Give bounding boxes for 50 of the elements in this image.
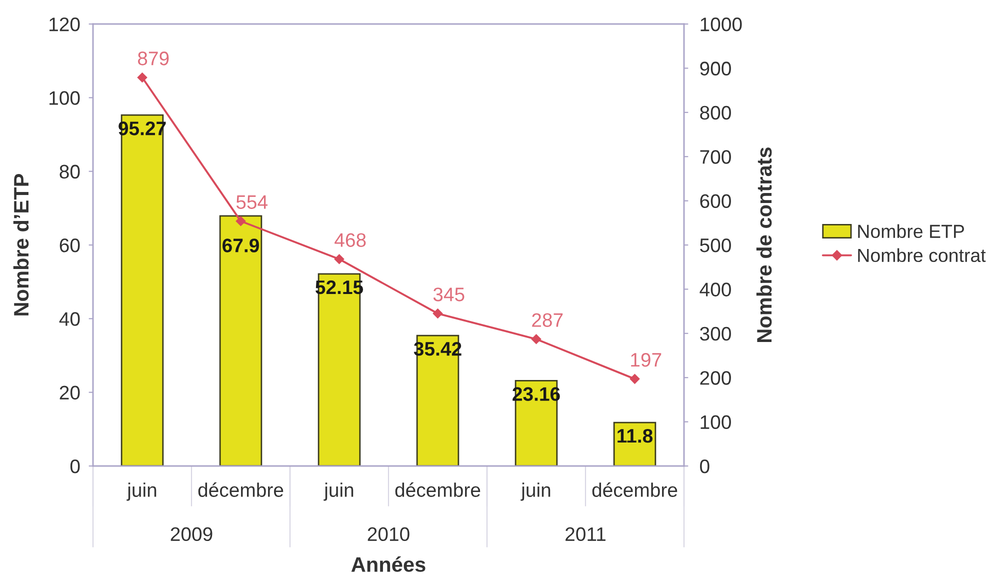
x-tick-label: juin bbox=[126, 482, 156, 501]
x-tick-label: juin bbox=[520, 482, 550, 501]
y2-axis-title: Nombre de contrats bbox=[756, 147, 772, 342]
y-tick-label: 80 bbox=[60, 164, 80, 179]
y2-tick-label: 500 bbox=[700, 238, 731, 252]
y2-tick-label: 800 bbox=[700, 106, 731, 120]
y2-tick-label: 400 bbox=[700, 282, 731, 296]
text: 2010 bbox=[368, 527, 410, 542]
bar bbox=[318, 273, 361, 466]
point bbox=[137, 72, 148, 82]
bar bbox=[120, 114, 164, 466]
x-axis-title: Années bbox=[351, 556, 426, 572]
y-tick-label: 0 bbox=[70, 459, 80, 474]
y2-tick-label: 700 bbox=[700, 150, 731, 164]
y2-tick-label: 300 bbox=[700, 326, 731, 341]
data-label: 345 bbox=[433, 288, 464, 302]
bar bbox=[416, 334, 460, 466]
x-tick-label: juin bbox=[324, 482, 354, 501]
y-tick-label: 20 bbox=[60, 386, 80, 400]
data-label: 879 bbox=[138, 52, 169, 66]
x-tick-label: décembre bbox=[395, 482, 480, 497]
y2-tick-label: 900 bbox=[700, 62, 731, 76]
text: 2011 bbox=[566, 527, 606, 542]
legend-label: Nombre contrat bbox=[858, 248, 986, 262]
point bbox=[531, 334, 542, 344]
data-label: 67.9 bbox=[222, 238, 259, 252]
legend-label: Nombre ETP bbox=[858, 224, 964, 238]
y2-tick-label: 0 bbox=[700, 459, 710, 474]
data-label: 554 bbox=[236, 195, 268, 209]
y-tick-label: 60 bbox=[60, 238, 80, 252]
data-label: 11.8 bbox=[618, 428, 653, 443]
x-tick-label: décembre bbox=[198, 482, 284, 497]
text: 2009 bbox=[170, 527, 212, 542]
y-tick-label: 100 bbox=[50, 91, 80, 105]
x-tick-label: décembre bbox=[592, 482, 678, 497]
y2-tick-label: 200 bbox=[700, 371, 731, 385]
point bbox=[630, 374, 640, 384]
data-label: 468 bbox=[334, 233, 366, 247]
data-label: 197 bbox=[631, 352, 662, 367]
data-label: 287 bbox=[532, 313, 563, 327]
point bbox=[334, 254, 344, 264]
bar bbox=[219, 215, 262, 466]
y-tick-label: 40 bbox=[59, 312, 80, 326]
y-tick-label: 120 bbox=[50, 17, 80, 32]
point bbox=[236, 216, 246, 226]
y2-tick-label: 600 bbox=[700, 194, 731, 208]
y2-tick-label: 100 bbox=[700, 415, 731, 430]
y-axis-title: Nombre d’ETP bbox=[13, 174, 29, 316]
y2-tick-label: 1000 bbox=[700, 17, 742, 32]
point bbox=[432, 308, 443, 318]
